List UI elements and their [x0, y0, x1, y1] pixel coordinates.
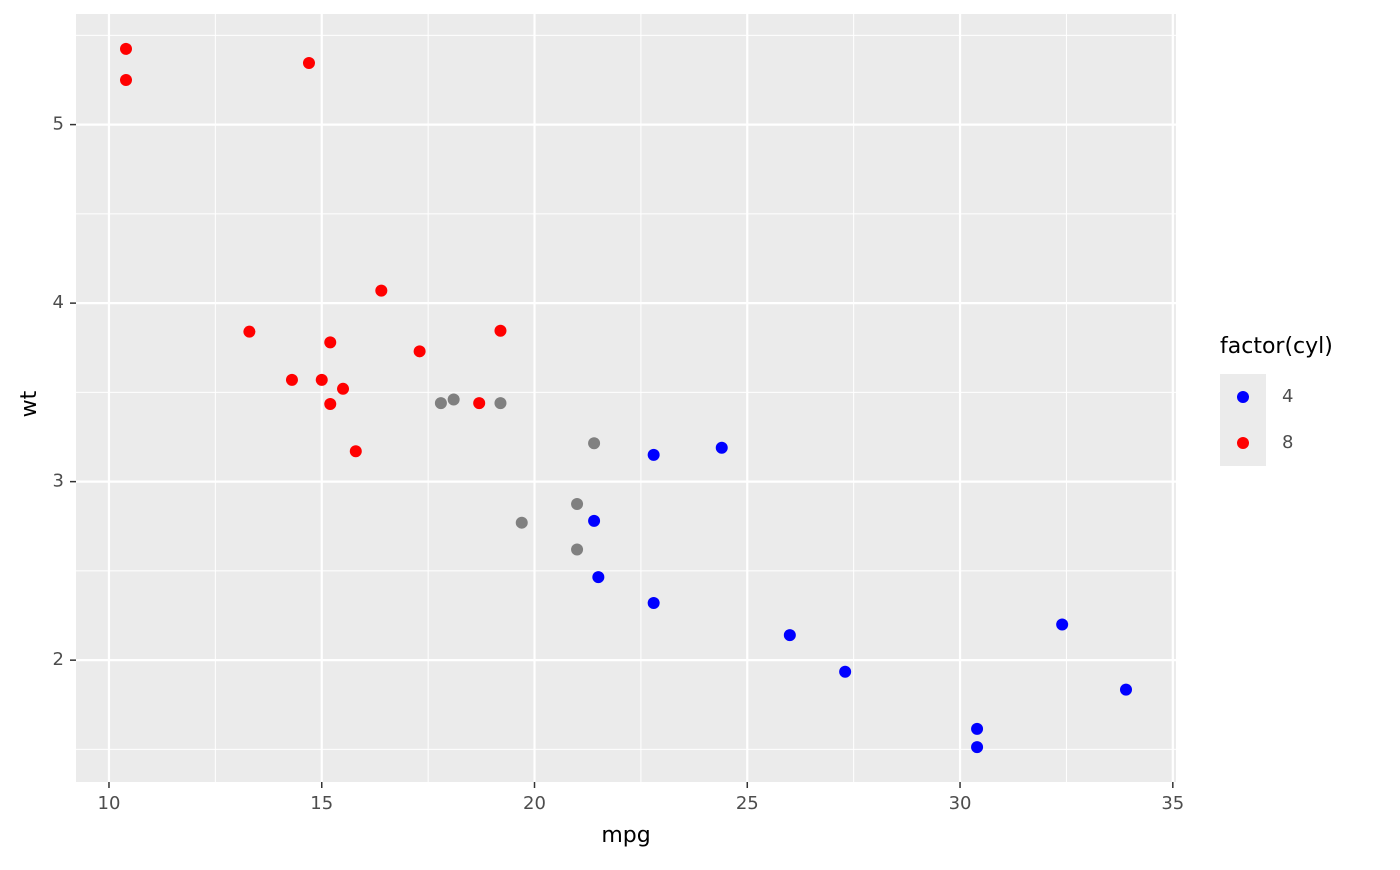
point	[120, 73, 132, 86]
point	[715, 441, 728, 454]
point	[375, 284, 388, 297]
grid	[76, 14, 1176, 782]
x-tick-label: 35	[1161, 793, 1184, 814]
legend-title: factor(cyl)	[1220, 334, 1333, 359]
point	[324, 336, 337, 349]
point	[971, 741, 984, 754]
point	[324, 397, 337, 410]
x-axis-title: mpg	[601, 823, 650, 848]
point	[243, 325, 256, 338]
point	[971, 722, 984, 735]
y-tick-label: 2	[53, 649, 64, 670]
point	[571, 543, 584, 556]
point	[647, 597, 660, 610]
points	[120, 42, 1132, 754]
y-axis-title: wt	[17, 390, 42, 417]
point	[571, 497, 584, 510]
legend-label: 8	[1282, 432, 1293, 453]
point	[1120, 683, 1132, 696]
x-tick-label: 10	[98, 793, 121, 814]
x-tick-label: 30	[949, 793, 972, 814]
legend: 48	[1237, 386, 1293, 453]
point	[434, 397, 447, 410]
point	[120, 42, 132, 55]
point	[588, 437, 601, 450]
x-tick-label: 25	[736, 793, 759, 814]
point	[1056, 618, 1069, 631]
legend-key	[1237, 437, 1249, 449]
legend-label: 4	[1282, 386, 1293, 407]
point	[413, 345, 426, 358]
point	[447, 393, 460, 406]
x-tick-label: 20	[523, 793, 546, 814]
panel	[76, 14, 1176, 782]
point	[494, 397, 507, 410]
y-tick-label: 3	[53, 471, 64, 492]
legend-key	[1237, 391, 1249, 403]
point	[592, 571, 605, 584]
x-tick-label: 15	[310, 793, 333, 814]
point	[515, 516, 528, 529]
point	[783, 629, 796, 642]
point	[647, 448, 660, 461]
point	[337, 382, 350, 395]
point	[302, 57, 315, 70]
point	[349, 445, 362, 458]
point	[315, 373, 328, 386]
point	[588, 514, 601, 527]
y-tick-label: 4	[53, 292, 64, 313]
y-tick-label: 5	[53, 114, 64, 135]
point	[839, 665, 852, 678]
point	[494, 324, 507, 337]
point	[473, 397, 486, 410]
point	[285, 373, 298, 386]
legend-keys	[1220, 374, 1266, 466]
